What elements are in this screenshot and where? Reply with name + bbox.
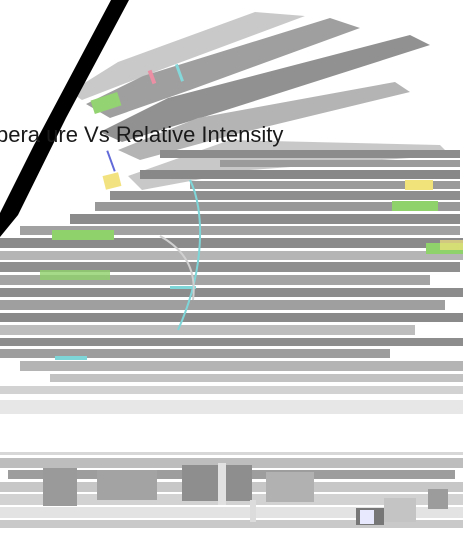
gray-band [0, 338, 463, 346]
gray-curve [159, 235, 195, 301]
gray-band [20, 226, 460, 235]
gray-band [160, 150, 460, 158]
lower-dark-block [43, 468, 77, 506]
cyan-mark [174, 63, 184, 82]
pink-mark [147, 69, 157, 85]
lower-glitch-strip [0, 452, 463, 528]
horizontal-glitch-bands [0, 150, 463, 414]
gray-band [0, 288, 463, 297]
gray-band [70, 214, 460, 224]
gray-band [0, 400, 463, 414]
gray-band [50, 374, 463, 382]
green-highlight [40, 270, 110, 280]
yellow-streak-segment [102, 172, 122, 190]
gray-band [0, 313, 463, 322]
gray-band [140, 170, 460, 179]
diagonal-streaks-group [70, 12, 450, 190]
yellow-highlight [405, 180, 433, 190]
gray-band [0, 275, 430, 285]
lower-dark-block [97, 470, 157, 500]
gray-band [0, 251, 463, 260]
lower-accent-blue [360, 510, 374, 524]
blue-mark [106, 150, 116, 172]
diagonal-streak [70, 12, 305, 100]
gray-band [0, 349, 390, 358]
lower-band [0, 520, 463, 528]
lower-band [0, 452, 463, 455]
yellow-highlight [440, 240, 463, 250]
gray-band [0, 262, 460, 272]
cyan-highlight [55, 356, 87, 360]
lower-accent [250, 500, 256, 522]
title-text: pera ure Vs Relative Intensity [0, 122, 283, 147]
cyan-curve [177, 179, 202, 331]
gray-band [110, 191, 460, 200]
lower-dark-block [384, 498, 416, 522]
lower-band [0, 458, 463, 468]
gray-band [220, 160, 460, 167]
gray-band [0, 300, 445, 310]
gray-band [95, 202, 460, 211]
lower-accent [218, 463, 226, 505]
gray-band [0, 325, 415, 335]
diagonal-streak [100, 35, 430, 142]
gray-band [20, 361, 463, 371]
gray-band [190, 181, 460, 189]
gray-band [0, 386, 463, 394]
green-streak-segment [90, 92, 122, 114]
diagonal-streak [86, 18, 360, 118]
title-area: pera ure Vs Relative Intensity [0, 122, 283, 147]
cyan-highlight [170, 286, 196, 289]
lower-band [0, 507, 463, 518]
lower-dark-block [428, 489, 448, 509]
green-highlight [52, 230, 114, 240]
gray-band [0, 238, 463, 248]
diagonal-streak [118, 82, 410, 160]
lower-dark-block [182, 465, 252, 501]
green-highlight [392, 201, 438, 211]
black-diagonal-stroke [0, 0, 129, 237]
lower-dark-block [266, 472, 314, 502]
